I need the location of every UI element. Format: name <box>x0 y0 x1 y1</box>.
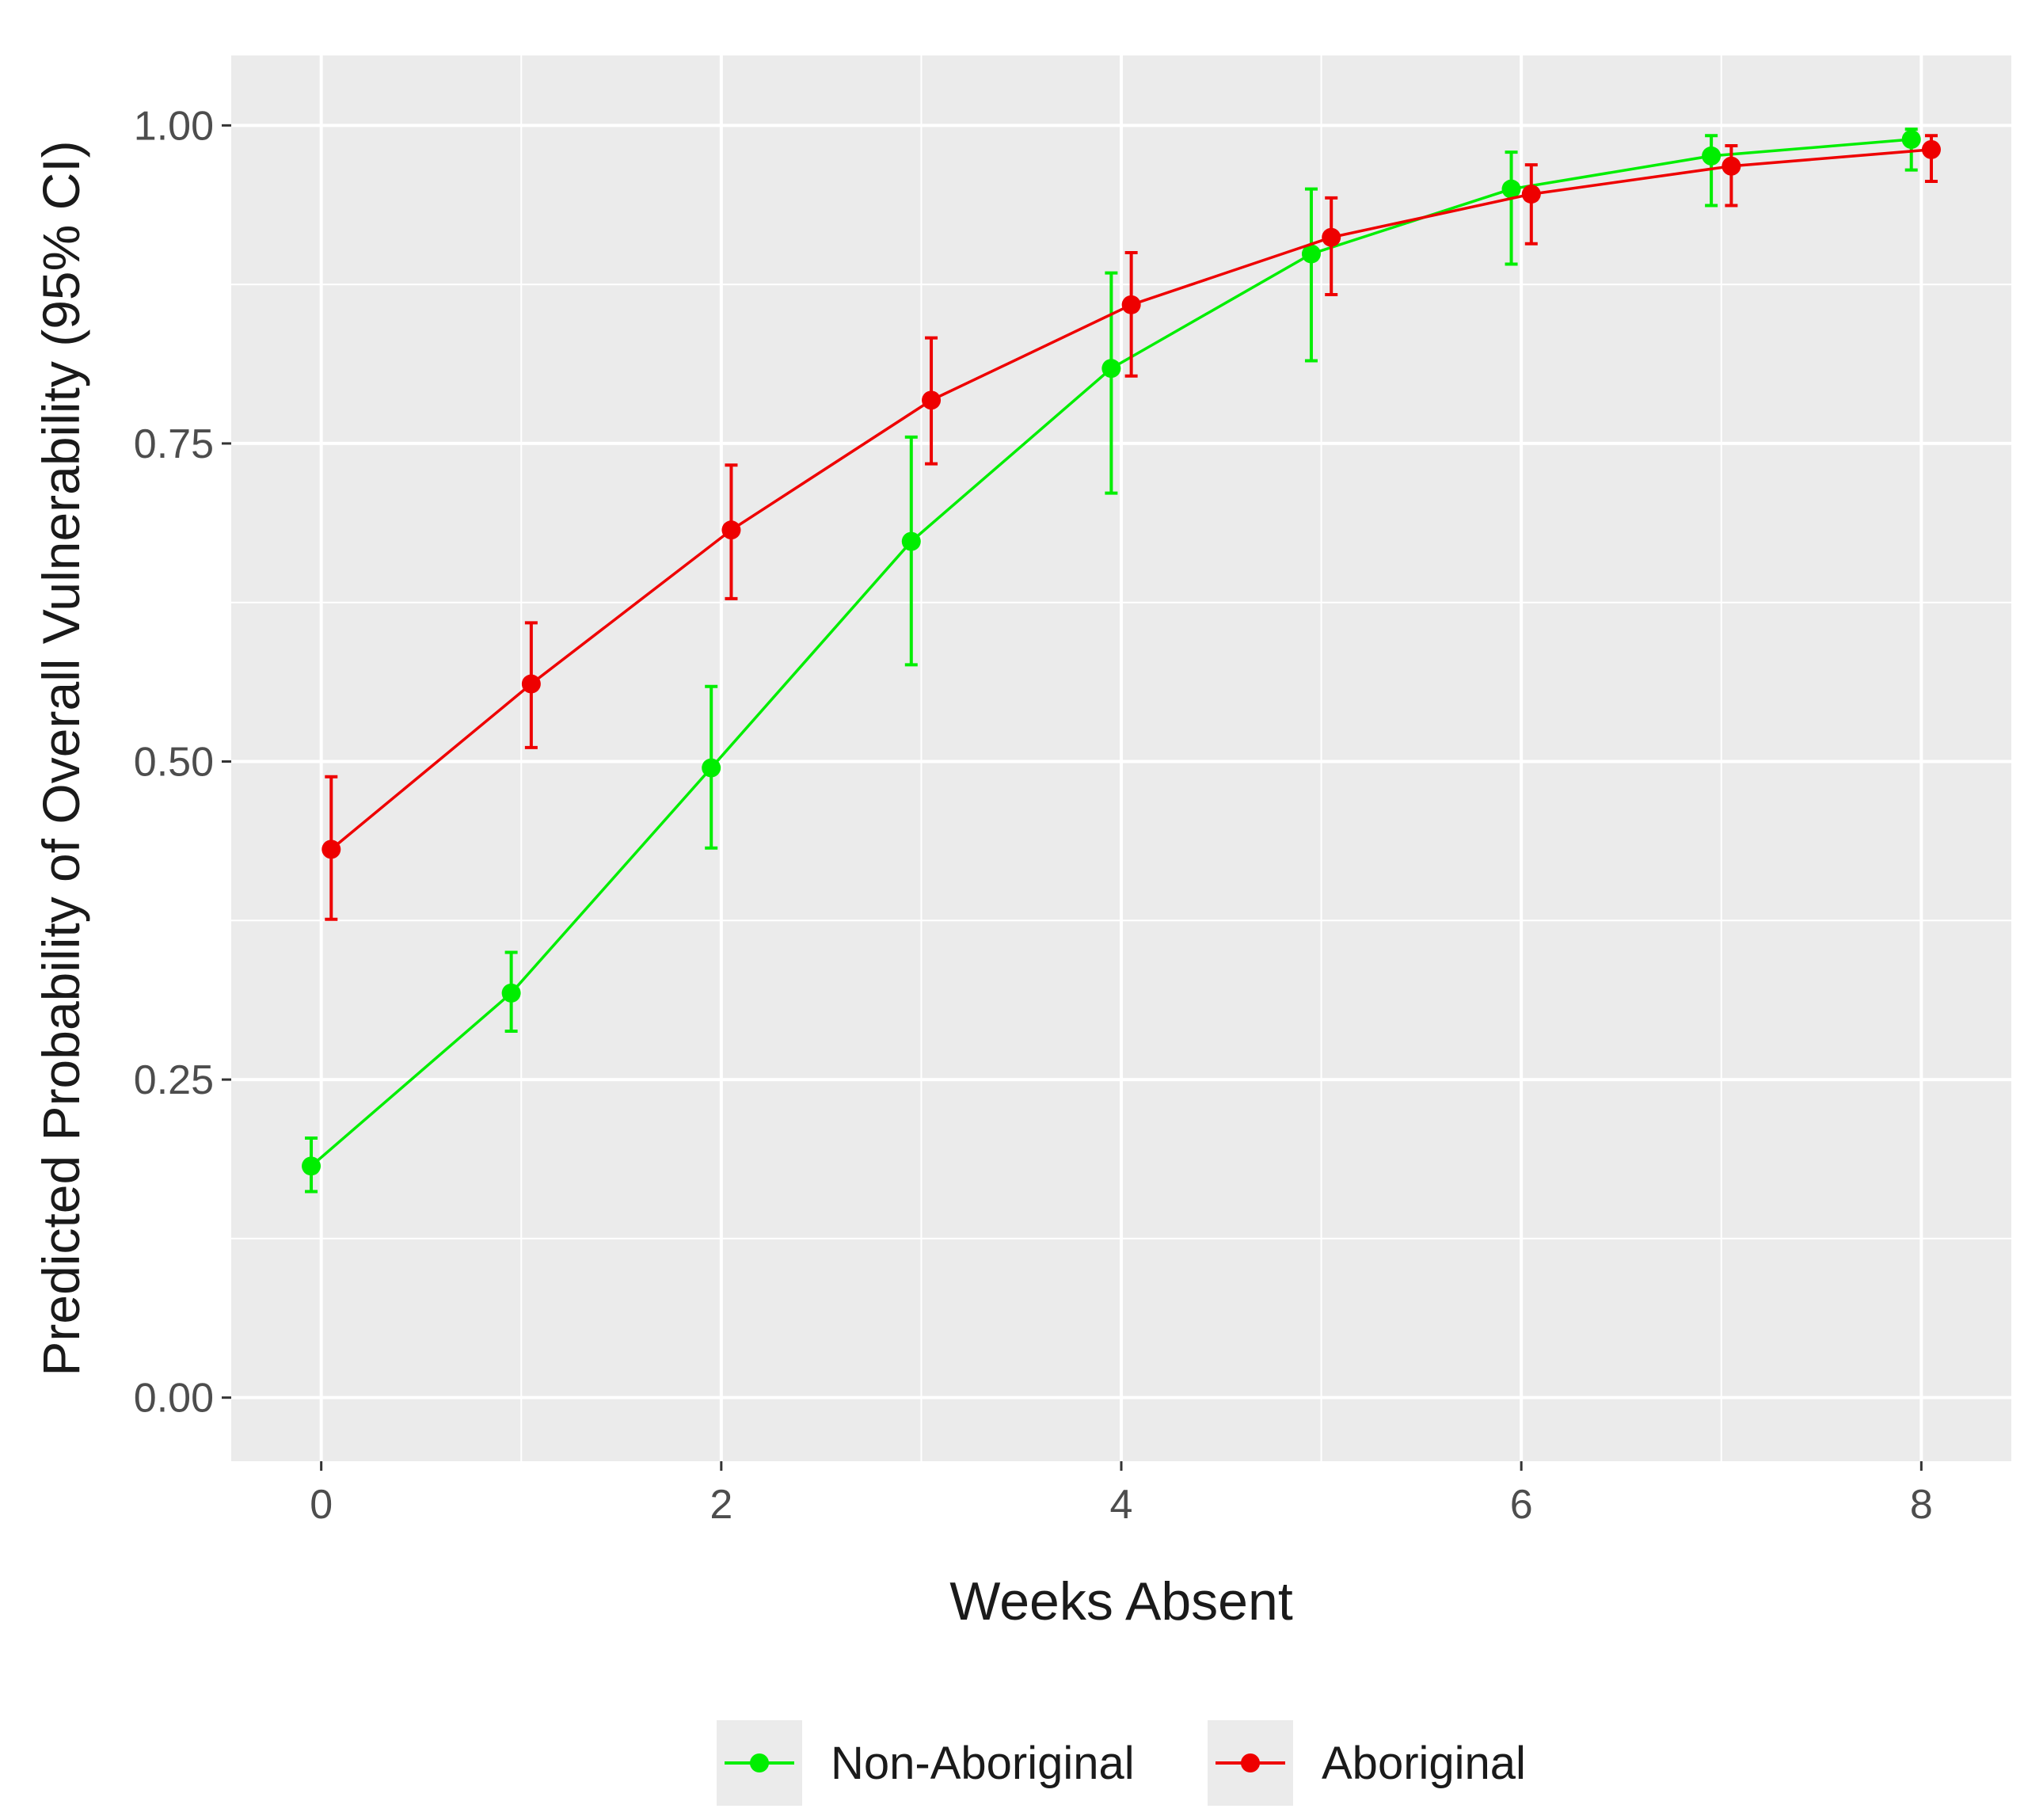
x-axis: 0 2 4 6 8 <box>310 1461 1933 1528</box>
y-tick-label: 0.00 <box>134 1376 214 1422</box>
legend-item-aboriginal: Aboriginal <box>1208 1720 1526 1806</box>
y-tick-label: 1.00 <box>134 103 214 149</box>
y-tick-label: 0.75 <box>134 421 214 467</box>
data-point <box>1702 146 1722 166</box>
data-point <box>1921 139 1941 159</box>
x-tick-label: 0 <box>310 1482 333 1528</box>
data-point <box>1301 244 1321 264</box>
legend: Non-Aboriginal Aboriginal <box>717 1720 1526 1806</box>
y-axis: 0.00 0.25 0.50 0.75 1.00 <box>134 103 231 1422</box>
legend-item-non-aboriginal: Non-Aboriginal <box>717 1720 1135 1806</box>
data-point <box>922 390 942 410</box>
series-aboriginal <box>321 134 1941 921</box>
data-point <box>1322 227 1341 247</box>
x-axis-title: Weeks Absent <box>949 1571 1293 1632</box>
x-tick-label: 6 <box>1510 1482 1533 1528</box>
data-point <box>302 1156 321 1176</box>
y-tick-label: 0.50 <box>134 740 214 786</box>
data-point <box>1722 156 1741 176</box>
data-point <box>501 983 521 1003</box>
data-point <box>901 531 921 551</box>
x-tick-label: 8 <box>1910 1482 1933 1528</box>
data-point <box>1901 130 1921 150</box>
data-point <box>1501 179 1521 199</box>
data-point <box>321 840 341 859</box>
legend-label: Aboriginal <box>1322 1738 1526 1789</box>
series-non-aboriginal <box>302 128 1921 1194</box>
y-tick-label: 0.25 <box>134 1057 214 1103</box>
legend-label: Non-Aboriginal <box>831 1738 1135 1789</box>
data-point <box>721 520 741 540</box>
legend-key-point <box>1241 1753 1260 1772</box>
data-point <box>1101 359 1121 379</box>
x-tick-label: 4 <box>1110 1482 1133 1528</box>
data-point <box>1521 185 1541 204</box>
x-tick-label: 2 <box>710 1482 732 1528</box>
data-point <box>521 674 541 694</box>
legend-key-point <box>750 1753 769 1772</box>
series-layer <box>302 128 1941 1194</box>
data-point <box>702 758 721 778</box>
y-axis-title: Predicted Probability of Overall Vulnera… <box>32 140 90 1376</box>
data-point <box>1121 295 1141 314</box>
